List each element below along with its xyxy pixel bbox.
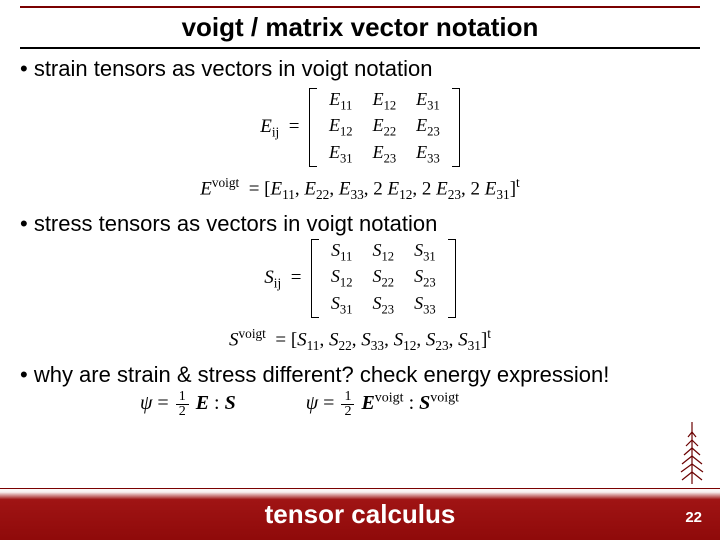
strain-voigt-eq: Evoigt = [E11, E22, E33, 2 E12, 2 E23, 2… xyxy=(20,175,700,203)
top-rule xyxy=(20,6,700,8)
title-area: voigt / matrix vector notation xyxy=(0,12,720,43)
stress-matrix: S11 S12 S31 S12 S22 S23 S31 S23 S33 xyxy=(311,239,456,318)
energy-eq-voigt: ψ = 12 Evoigt : Svoigt xyxy=(306,390,459,419)
slide-title: voigt / matrix vector notation xyxy=(0,12,720,43)
footer-title: tensor calculus xyxy=(0,499,720,530)
bullet-energy: • why are strain & stress different? che… xyxy=(20,362,700,388)
strain-lhs-sub: ij xyxy=(272,125,279,140)
stress-voigt-lhs: S xyxy=(229,329,239,350)
energy-eq-tensor: ψ = 12 E : S xyxy=(140,390,236,419)
stress-lhs-sub: ij xyxy=(274,276,281,291)
tree-icon xyxy=(678,414,706,484)
stress-lhs-sym: S xyxy=(264,267,274,288)
bullet-stress: • stress tensors as vectors in voigt not… xyxy=(20,211,700,237)
footer-bar: tensor calculus 22 xyxy=(0,488,720,540)
strain-voigt-lhs: E xyxy=(200,178,212,199)
title-underline xyxy=(20,47,700,49)
strain-matrix-eq: Eij = E11 E12 E31 E12 E22 E23 xyxy=(20,88,700,167)
stress-matrix-eq: Sij = S11 S12 S31 S12 S22 S23 xyxy=(20,239,700,318)
page-number: 22 xyxy=(685,509,702,526)
strain-matrix: E11 E12 E31 E12 E22 E23 E31 E23 E33 xyxy=(309,88,460,167)
strain-lhs-sym: E xyxy=(260,116,272,137)
energy-expressions: ψ = 12 E : S ψ = 12 Evoigt : Svoigt xyxy=(140,390,700,419)
stress-voigt-eq: Svoigt = [S11, S22, S33, S12, S23, S31]t xyxy=(20,326,700,354)
content-area: • strain tensors as vectors in voigt not… xyxy=(20,54,700,419)
bullet-strain: • strain tensors as vectors in voigt not… xyxy=(20,56,700,82)
slide-root: voigt / matrix vector notation • strain … xyxy=(0,0,720,540)
